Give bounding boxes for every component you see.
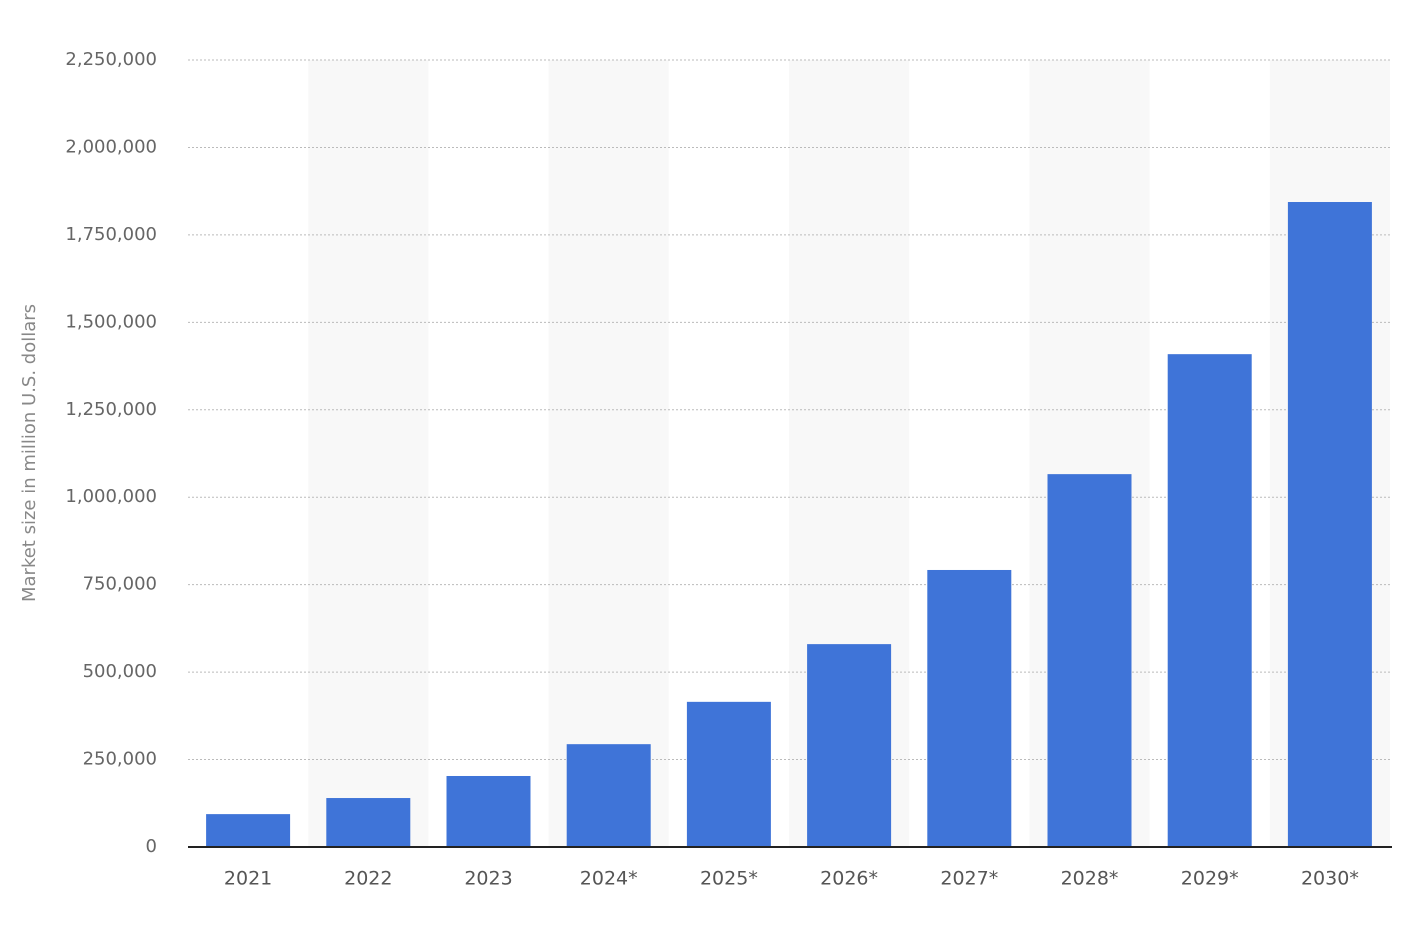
- x-tick-label: 2026*: [820, 868, 878, 890]
- band-shade: [548, 60, 669, 847]
- bar: [206, 814, 291, 847]
- y-tick-label: 500,000: [83, 661, 157, 682]
- bar: [326, 798, 411, 847]
- y-tick-label: 1,750,000: [65, 224, 157, 245]
- y-tick-label: 1,250,000: [65, 399, 157, 420]
- x-tick-label: 2028*: [1061, 868, 1119, 890]
- x-tick-label: 2027*: [940, 868, 998, 890]
- bar: [807, 644, 892, 847]
- y-tick-label: 750,000: [83, 574, 157, 595]
- x-tick-label: 2025*: [700, 868, 758, 890]
- x-tick-label: 2024*: [580, 868, 638, 890]
- y-tick-label: 1,000,000: [65, 486, 157, 507]
- x-tick-label: 2023: [464, 868, 512, 890]
- y-tick-label: 250,000: [83, 749, 157, 770]
- bar: [1287, 202, 1372, 848]
- bar: [446, 775, 531, 847]
- bar: [1167, 354, 1252, 847]
- y-tick-label: 0: [146, 836, 157, 857]
- x-tick-label: 2030*: [1301, 868, 1359, 890]
- y-tick-label: 1,500,000: [65, 311, 157, 332]
- bar: [566, 744, 651, 847]
- y-tick-label: 2,000,000: [65, 136, 157, 157]
- y-axis-label: Market size in million U.S. dollars: [19, 304, 40, 602]
- y-tick-label: 2,250,000: [65, 49, 157, 70]
- band-shade: [308, 60, 429, 847]
- bar: [927, 569, 1012, 847]
- x-tick-label: 2029*: [1181, 868, 1239, 890]
- bar: [686, 701, 771, 847]
- bar: [1047, 474, 1132, 847]
- x-tick-label: 2021: [224, 868, 272, 890]
- x-tick-label: 2022: [344, 868, 392, 890]
